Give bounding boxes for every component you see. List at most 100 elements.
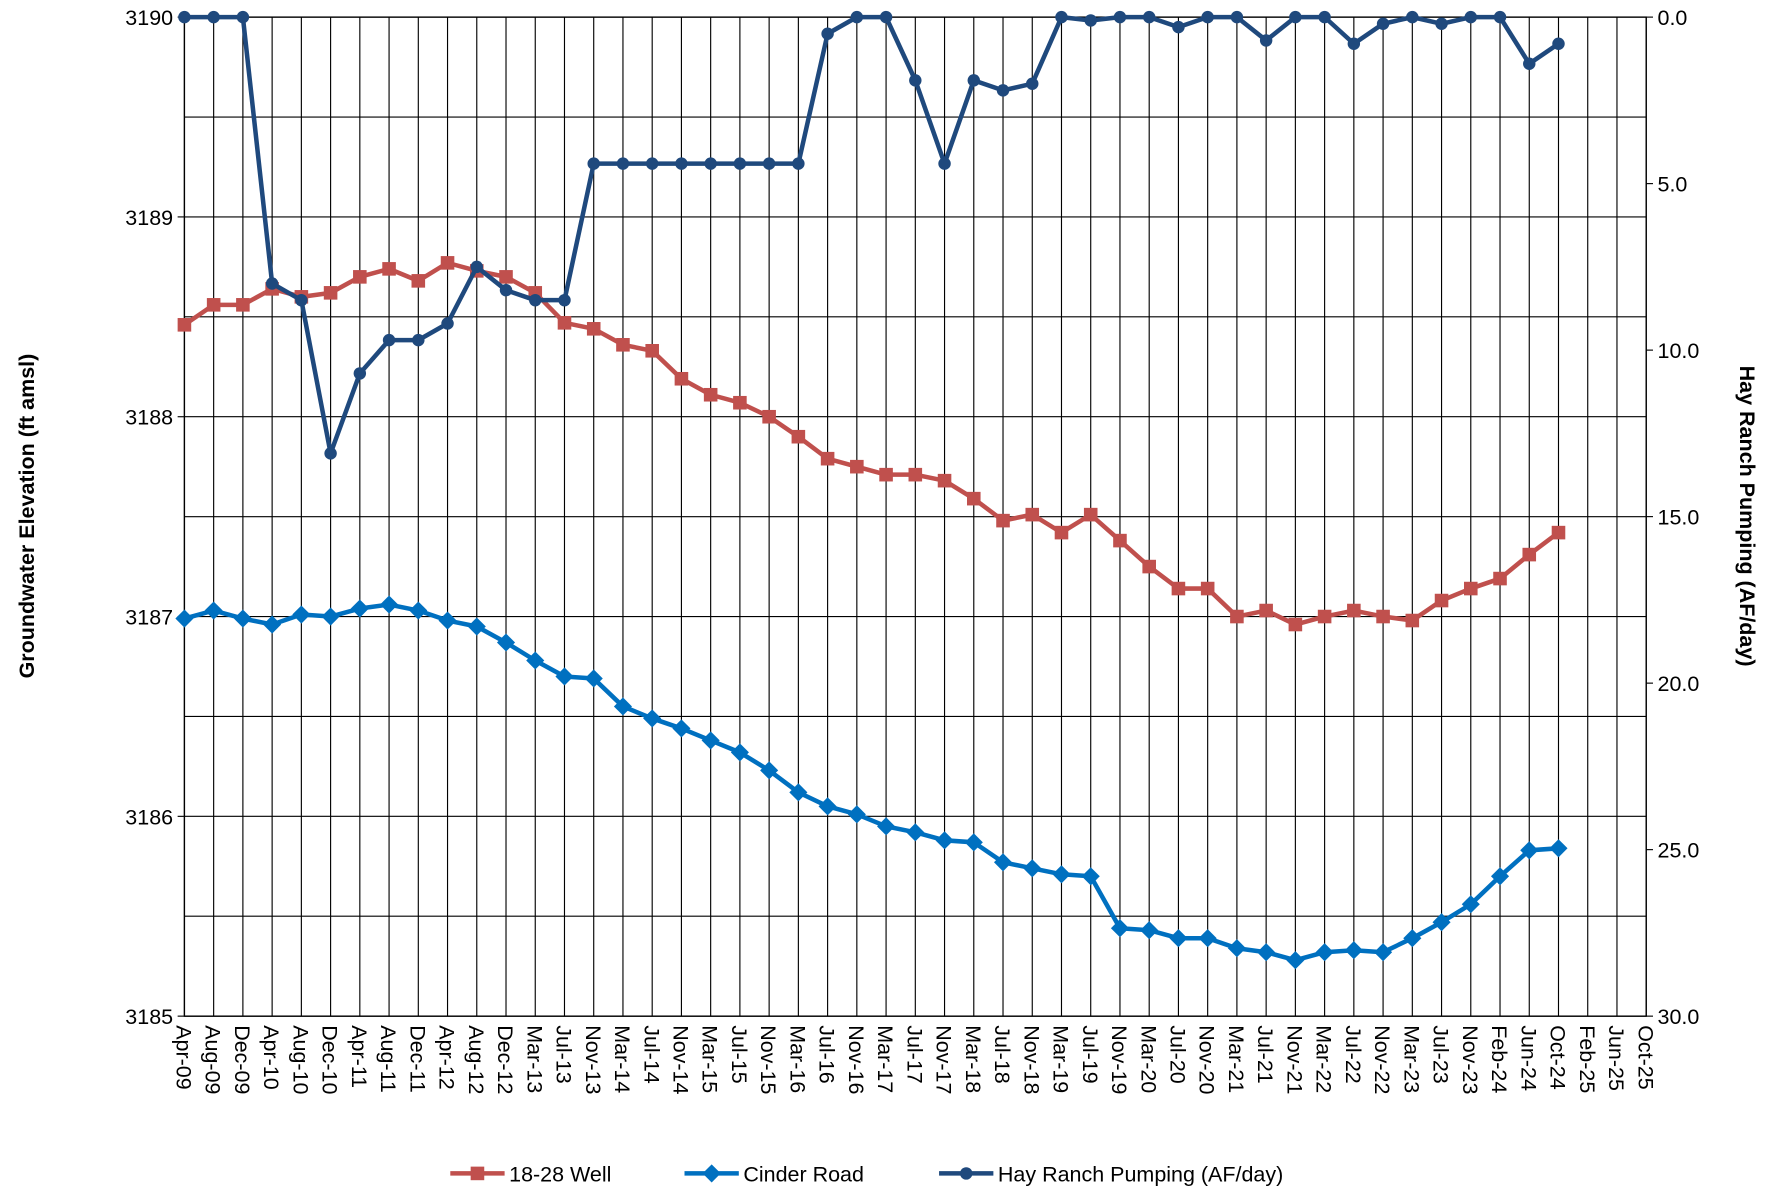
x-tick-label: Nov-22: [1370, 1025, 1394, 1094]
marker: [350, 599, 369, 618]
marker: [324, 447, 337, 460]
x-tick-label: Jul-20: [1166, 1025, 1190, 1084]
marker: [206, 298, 221, 312]
marker: [879, 467, 893, 482]
marker: [966, 491, 981, 506]
marker: [733, 395, 747, 410]
marker: [1113, 10, 1127, 24]
x-tick-label: Jun-25: [1604, 1025, 1628, 1091]
marker: [382, 333, 396, 347]
marker: [1463, 581, 1478, 596]
marker: [1025, 507, 1040, 522]
marker: [613, 697, 633, 716]
x-tick-label: Nov-19: [1107, 1025, 1131, 1094]
marker: [1052, 865, 1071, 884]
marker: [996, 84, 1010, 97]
marker: [1198, 929, 1217, 948]
x-tick-label: Apr-11: [347, 1025, 371, 1088]
x-tick-label: Oct-24: [1546, 1025, 1570, 1090]
marker: [1023, 859, 1042, 878]
marker: [1230, 10, 1244, 24]
series-line: [184, 14, 1560, 456]
marker: [1140, 921, 1159, 940]
marker: [616, 338, 630, 352]
marker: [1435, 17, 1448, 30]
marker: [1317, 609, 1332, 624]
marker: [1344, 941, 1363, 960]
marker: [702, 1164, 721, 1183]
x-tick-label: Jul-22: [1341, 1025, 1365, 1084]
x-tick-label: Dec-12: [493, 1025, 517, 1094]
marker: [1432, 913, 1451, 932]
y-tick-label: 3188: [125, 406, 173, 430]
marker: [1289, 10, 1302, 24]
marker: [821, 27, 834, 40]
x-tick-label: Nov-21: [1282, 1025, 1306, 1094]
marker: [499, 283, 513, 297]
marker: [850, 10, 864, 24]
marker: [1201, 10, 1214, 24]
marker: [877, 817, 896, 836]
series: [175, 595, 1568, 970]
marker: [496, 633, 516, 652]
marker: [353, 367, 367, 380]
marker: [967, 74, 981, 87]
marker: [467, 617, 486, 636]
y-tick-label: 3186: [125, 805, 173, 829]
marker: [321, 607, 340, 626]
x-tick-label: Dec-11: [405, 1025, 429, 1093]
marker: [1083, 507, 1098, 522]
marker: [1142, 10, 1156, 24]
marker: [1522, 547, 1537, 562]
marker: [701, 731, 720, 750]
y2-tick-label: 0.0: [1658, 6, 1688, 30]
x-tick-label: Mar-23: [1399, 1025, 1423, 1093]
y2-tick-label: 5.0: [1658, 173, 1688, 197]
marker: [1493, 10, 1507, 24]
marker: [1230, 609, 1244, 624]
marker: [499, 270, 513, 284]
x-tick-label: Aug-09: [201, 1025, 225, 1094]
x-tick-label: Mar-16: [785, 1025, 809, 1093]
y2-tick-label: 15.0: [1658, 506, 1700, 530]
marker: [1257, 943, 1276, 962]
legend-label: Cinder Road: [743, 1162, 864, 1186]
x-tick-label: Nov-13: [581, 1025, 605, 1094]
x-tick-label: Aug-11: [376, 1025, 400, 1093]
marker: [675, 157, 688, 170]
marker: [1142, 559, 1156, 574]
x-tick-label: Mar-20: [1136, 1025, 1160, 1093]
x-tick-label: Mar-14: [610, 1025, 634, 1093]
marker: [964, 833, 983, 852]
x-tick-label: Nov-18: [1019, 1025, 1043, 1094]
y-tick-label: 3185: [125, 1005, 173, 1029]
marker: [1403, 929, 1422, 948]
marker: [733, 157, 747, 170]
y-tick-label: 3189: [125, 206, 173, 230]
x-tick-label: Jul-14: [639, 1025, 663, 1084]
marker: [818, 797, 837, 816]
marker: [1288, 617, 1303, 632]
y-axis-title: Groundwater Elevation (ft amsl): [15, 354, 39, 679]
x-tick-label: Mar-21: [1224, 1025, 1248, 1093]
marker: [850, 459, 864, 474]
marker: [1464, 10, 1478, 24]
marker: [1227, 939, 1246, 958]
marker: [1054, 525, 1069, 540]
marker: [555, 667, 574, 686]
marker: [587, 157, 600, 170]
series: [177, 256, 1566, 632]
marker: [1376, 17, 1390, 30]
marker: [645, 344, 659, 358]
marker: [1259, 34, 1273, 47]
marker: [1315, 943, 1334, 962]
marker: [1259, 603, 1273, 618]
marker: [1055, 10, 1068, 24]
marker: [1405, 613, 1420, 628]
marker: [1113, 533, 1127, 548]
marker: [292, 605, 311, 624]
x-tick-label: Mar-22: [1312, 1025, 1336, 1093]
marker: [996, 513, 1010, 528]
legend-label: 18-28 Well: [509, 1162, 611, 1186]
marker: [1347, 37, 1361, 50]
